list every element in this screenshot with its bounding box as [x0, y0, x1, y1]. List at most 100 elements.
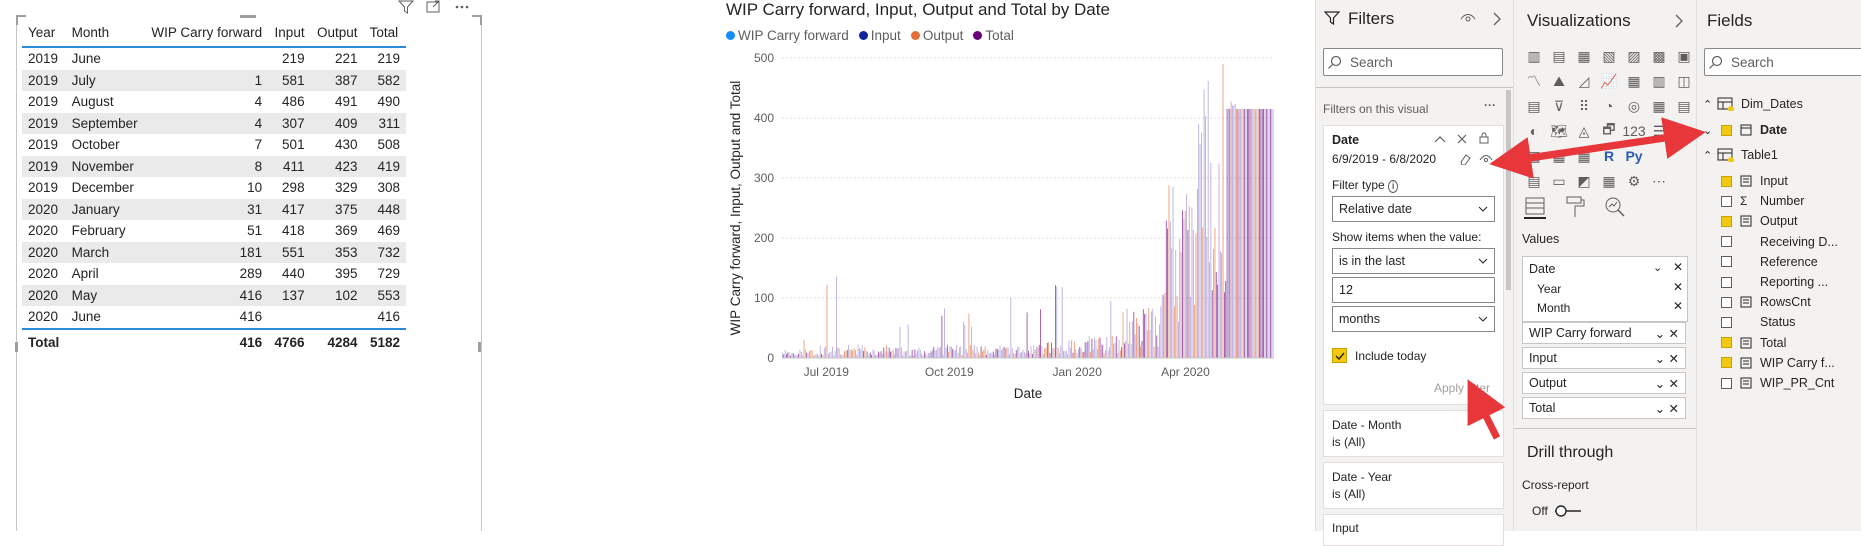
visual-type-icon[interactable]: ◿ [1578, 72, 1590, 89]
field-item[interactable]: Output [1721, 209, 1798, 233]
legend-item[interactable]: Output [910, 28, 963, 43]
collapse-icon[interactable] [1434, 134, 1446, 144]
filters-search-input[interactable]: Search [1323, 48, 1503, 76]
visual-type-icon[interactable]: ◬ [1678, 122, 1690, 139]
fields-search-input[interactable]: Search [1704, 48, 1861, 76]
visual-type-icon[interactable]: ▤ [1527, 97, 1541, 114]
resize-handle[interactable] [478, 342, 481, 352]
visual-type-icon[interactable]: 123 [1622, 123, 1646, 139]
visual-type-icon[interactable]: ◩ [1577, 172, 1591, 189]
close-icon[interactable]: ✕ [1673, 280, 1684, 294]
include-today-checkbox[interactable]: Include today [1332, 348, 1426, 363]
visual-type-icon[interactable]: ⠿ [1578, 97, 1590, 114]
column-header[interactable]: Month [65, 22, 145, 48]
visual-type-icon[interactable]: ▤ [1552, 47, 1566, 64]
well-input[interactable]: Input ⌄ ✕ [1522, 347, 1686, 369]
resize-handle[interactable] [240, 15, 256, 18]
filter-type-dropdown[interactable]: Relative date [1332, 196, 1495, 222]
checkbox-icon[interactable] [1721, 377, 1732, 389]
analytics-magnifier-icon[interactable] [1602, 194, 1628, 220]
field-table-header[interactable]: ⌃ Dim_Dates [1703, 92, 1803, 116]
legend-item[interactable]: WIP Carry forward [726, 28, 849, 43]
clear-filter-icon[interactable] [1457, 134, 1467, 144]
resize-handle[interactable] [472, 15, 482, 25]
cross-report-toggle[interactable]: Off [1532, 504, 1583, 518]
chevron-down-icon[interactable]: ⌄ [1653, 262, 1663, 274]
checkbox-checked-icon[interactable] [1721, 337, 1732, 349]
checkbox-icon[interactable] [1721, 276, 1732, 288]
well-output[interactable]: Output ⌄ ✕ [1522, 372, 1686, 394]
eraser-icon[interactable] [1459, 153, 1471, 165]
checkbox-checked-icon[interactable] [1721, 124, 1732, 136]
visual-type-icon[interactable]: 🗗 [1602, 121, 1616, 137]
checkbox-icon[interactable] [1721, 195, 1732, 207]
visual-type-icon[interactable]: ▨ [1627, 47, 1641, 64]
chevron-down-icon[interactable]: ⌄ [1703, 124, 1713, 137]
fields-tab-icon[interactable] [1522, 194, 1548, 220]
table-row[interactable]: 2020 February 51 418 369 469 [22, 220, 406, 242]
checkbox-checked-icon[interactable] [1721, 175, 1732, 187]
field-item[interactable]: WIP_PR_Cnt [1721, 371, 1834, 395]
eye-icon[interactable] [1479, 154, 1493, 164]
visual-type-icon[interactable]: ◔ [1604, 98, 1614, 114]
checkbox-checked-icon[interactable] [1721, 357, 1732, 369]
filter-card-date-year[interactable]: Date - Year is (All) [1323, 462, 1504, 509]
format-paint-roller-icon[interactable] [1562, 194, 1588, 220]
more-options-icon[interactable]: ··· [1484, 98, 1496, 112]
filter-icon[interactable] [398, 0, 414, 14]
column-header[interactable]: Output [310, 22, 364, 48]
visual-type-icon[interactable]: ◎ [1627, 97, 1641, 114]
visual-type-icon[interactable]: 📈 [1600, 72, 1618, 89]
table-row[interactable]: 2020 May 416 137 102 553 [22, 284, 406, 306]
visual-type-icon[interactable]: ▧ [1602, 47, 1616, 64]
chevron-close-icons[interactable]: ⌄ ✕ [1654, 401, 1679, 416]
well-date-group[interactable]: Date Year Month ⌄ ✕ ✕ ✕ [1522, 256, 1688, 322]
field-item[interactable]: Receiving D... [1721, 230, 1838, 254]
table-row[interactable]: 2020 January 31 417 375 448 [22, 198, 406, 220]
table-row[interactable]: 2019 December 10 298 329 308 [22, 177, 406, 199]
visual-type-icon[interactable]: ▥ [1652, 72, 1666, 89]
visual-type-icon[interactable]: R [1603, 148, 1615, 164]
visual-type-icon[interactable]: ◫ [1677, 72, 1691, 89]
visual-type-icon[interactable]: ▦ [1577, 147, 1591, 164]
visual-type-icon[interactable]: ⚙ [1627, 172, 1641, 189]
column-header[interactable]: Total [363, 22, 406, 48]
scrollbar[interactable] [1506, 90, 1511, 290]
eye-icon[interactable] [1460, 13, 1476, 25]
visual-type-icon[interactable]: Py [1625, 148, 1643, 164]
visual-type-icon[interactable]: 〽 [1527, 73, 1541, 89]
column-chart[interactable]: 0 100 200 300 400 500 Jul 2019 Oct 2019 Jan 2020… [720, 48, 1290, 418]
chevron-close-icons[interactable]: ⌄ ✕ [1654, 351, 1679, 366]
field-item[interactable]: Status [1721, 310, 1795, 334]
field-item[interactable]: Total [1721, 331, 1786, 355]
checkbox-icon[interactable] [1721, 316, 1732, 328]
amount-input[interactable]: 12 [1332, 277, 1495, 303]
column-header[interactable]: Year [22, 22, 66, 48]
chevron-up-icon[interactable]: ⌃ [1703, 98, 1713, 111]
visual-type-icon[interactable]: ▦ [1577, 47, 1591, 64]
legend-item[interactable]: Total [973, 28, 1014, 43]
column-header[interactable]: Input [268, 22, 311, 48]
resize-handle[interactable] [15, 342, 18, 352]
field-item[interactable]: Σ Number [1721, 189, 1804, 213]
resize-handle[interactable] [16, 15, 26, 25]
field-item[interactable]: WIP Carry f... [1721, 351, 1835, 375]
visual-type-icon[interactable]: ▤ [1677, 97, 1691, 114]
chevron-up-icon[interactable]: ⌃ [1703, 149, 1713, 162]
table-row[interactable]: 2020 March 181 551 353 732 [22, 241, 406, 263]
collapse-chevron-icon[interactable] [1492, 12, 1502, 26]
visual-type-icon[interactable]: ▦ [1527, 147, 1541, 164]
chevron-close-icons[interactable]: ⌄ ✕ [1654, 376, 1679, 391]
apply-filter-button[interactable]: Apply filter [1434, 381, 1491, 395]
table-visual[interactable] [16, 18, 482, 531]
field-item[interactable]: ⌄ Date [1703, 118, 1787, 142]
table-row[interactable]: 2019 September 4 307 409 311 [22, 112, 406, 134]
field-item[interactable]: Reference [1721, 250, 1818, 274]
visual-type-icon[interactable]: ⊽ [1553, 97, 1565, 114]
field-item[interactable]: Reporting ... [1721, 270, 1828, 294]
well-wip[interactable]: WIP Carry forward ⌄ ✕ [1522, 322, 1686, 344]
checkbox-checked-icon[interactable] [1721, 215, 1732, 227]
lock-icon[interactable] [1479, 132, 1489, 144]
field-item[interactable]: Input [1721, 169, 1788, 193]
table-row[interactable]: 2019 June 219 221 219 [22, 47, 406, 70]
